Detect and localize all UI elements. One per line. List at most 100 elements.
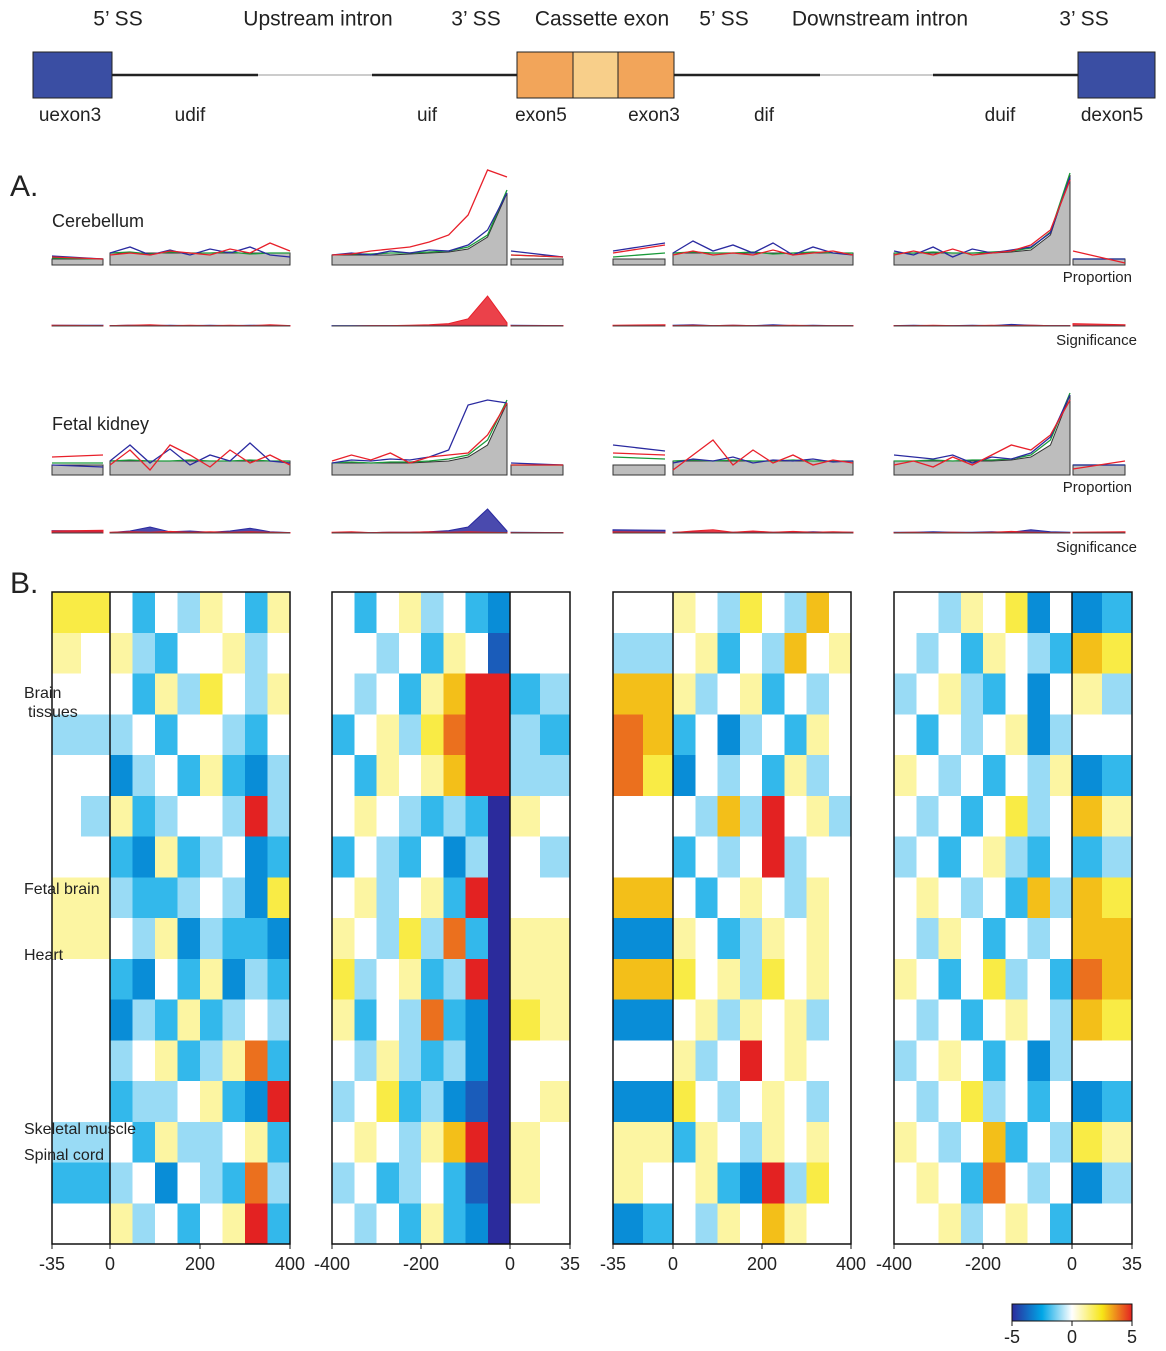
heatmap-cell bbox=[398, 1121, 422, 1163]
heatmap-cell bbox=[643, 795, 674, 837]
heatmap-cell bbox=[1027, 795, 1051, 837]
heatmap-cell bbox=[673, 1162, 696, 1204]
heatmap-cell bbox=[376, 714, 400, 756]
proportion-area bbox=[510, 258, 564, 266]
heatmap-cell bbox=[110, 836, 133, 878]
heatmap-cell bbox=[938, 592, 962, 634]
heatmap-cell bbox=[465, 918, 489, 960]
heatmap-cell bbox=[267, 755, 291, 797]
heatmap-cell bbox=[421, 1081, 444, 1123]
heatmap-cell bbox=[717, 755, 741, 797]
heatmap-cell bbox=[739, 795, 763, 837]
heatmap-cell bbox=[155, 755, 178, 797]
heatmap-cell bbox=[1102, 836, 1133, 878]
heatmap-cell bbox=[806, 1040, 830, 1082]
heatmap-cell bbox=[443, 877, 466, 919]
heatmap-cell bbox=[245, 714, 268, 756]
heatmap-cell bbox=[1102, 999, 1133, 1041]
proportion-area bbox=[1072, 464, 1126, 476]
segment-label: uif bbox=[417, 105, 438, 126]
heatmap-cell bbox=[52, 958, 82, 1000]
heatmap-cell bbox=[487, 592, 511, 634]
heatmap-cell bbox=[1049, 714, 1073, 756]
heatmap-cell bbox=[155, 673, 178, 715]
heatmap-cell bbox=[332, 1121, 355, 1163]
heatmap-cell bbox=[717, 1203, 741, 1245]
heatmap-frame bbox=[331, 591, 571, 1245]
heatmap-cell bbox=[487, 1162, 511, 1204]
heatmap-cell bbox=[1072, 958, 1103, 1000]
heatmap-cell bbox=[155, 1081, 178, 1123]
heatmap-cell bbox=[983, 1162, 1006, 1204]
heatmap-cell bbox=[510, 1203, 541, 1245]
heatmap-cell bbox=[739, 1162, 763, 1204]
proportion-line bbox=[612, 456, 666, 460]
heatmap-cell bbox=[332, 836, 355, 878]
heatmap-cell bbox=[376, 673, 400, 715]
heatmap-cell bbox=[510, 836, 541, 878]
heatmap-cell bbox=[983, 918, 1006, 960]
proportion-line bbox=[109, 242, 291, 256]
heatmap-cell bbox=[1072, 836, 1103, 878]
heatmap-cell bbox=[938, 1121, 962, 1163]
heatmap-cell bbox=[132, 1203, 156, 1245]
heatmap-cell bbox=[894, 1162, 917, 1204]
heatmap-cell bbox=[267, 999, 291, 1041]
heatmap-cell bbox=[613, 1081, 644, 1123]
heatmap-cell bbox=[110, 1121, 133, 1163]
heatmap-cell bbox=[155, 836, 178, 878]
proportion-area bbox=[672, 252, 854, 266]
heatmap-cell bbox=[81, 918, 111, 960]
heatmap-cell bbox=[806, 999, 830, 1041]
proportion-line bbox=[51, 464, 104, 468]
heatmap-cell bbox=[52, 836, 82, 878]
heatmap-cell bbox=[643, 1203, 674, 1245]
heatmap-cell bbox=[739, 592, 763, 634]
heatmap-cell bbox=[222, 592, 246, 634]
heatmap-cell bbox=[1072, 755, 1103, 797]
heatmap-cell bbox=[762, 877, 785, 919]
heatmap-cell bbox=[354, 673, 377, 715]
proportion-line bbox=[1072, 250, 1126, 264]
heatmap-cell bbox=[613, 592, 644, 634]
heatmap-cell bbox=[398, 1040, 422, 1082]
heatmap-cell bbox=[739, 673, 763, 715]
heatmap-cell bbox=[110, 877, 133, 919]
heatmap-cell bbox=[938, 877, 962, 919]
heatmap-cell bbox=[762, 958, 785, 1000]
heatmap-cell bbox=[1005, 1203, 1028, 1245]
heatmap-cell bbox=[510, 592, 541, 634]
heatmap-cell bbox=[465, 673, 489, 715]
heatmap-cell bbox=[613, 1040, 644, 1082]
heatmap-cell bbox=[81, 755, 111, 797]
heatmap-cell bbox=[960, 714, 984, 756]
heatmap-cell bbox=[717, 632, 741, 674]
proportion-line bbox=[109, 442, 291, 466]
heatmap-cell bbox=[762, 1203, 785, 1245]
heatmap-cell bbox=[983, 958, 1006, 1000]
heatmap-cell bbox=[421, 918, 444, 960]
heatmap-cell bbox=[245, 592, 268, 634]
heatmap-cell bbox=[938, 1081, 962, 1123]
heatmap-cell bbox=[510, 877, 541, 919]
proportion-line bbox=[612, 452, 666, 456]
heatmap-frame bbox=[893, 591, 1133, 1245]
heatmap-cell bbox=[1027, 755, 1051, 797]
heatmap-cell bbox=[398, 999, 422, 1041]
heatmap-cell bbox=[487, 999, 511, 1041]
heatmap-cell bbox=[398, 918, 422, 960]
heatmap-cell bbox=[245, 999, 268, 1041]
x-tick-label: 0 bbox=[505, 1254, 515, 1274]
heatmap-cell bbox=[132, 836, 156, 878]
heatmap-cell bbox=[110, 1040, 133, 1082]
heatmap-cell bbox=[540, 918, 571, 960]
heatmap-cell bbox=[52, 592, 82, 634]
heatmap-cell bbox=[916, 1162, 939, 1204]
heatmap-cell bbox=[52, 1121, 82, 1163]
proportion-area bbox=[672, 460, 854, 476]
heatmap-cell bbox=[1072, 918, 1103, 960]
heatmap-cell bbox=[916, 1081, 939, 1123]
heatmap-cell bbox=[177, 1040, 201, 1082]
heatmap-cell bbox=[1049, 1081, 1073, 1123]
heatmap-cell bbox=[894, 592, 917, 634]
